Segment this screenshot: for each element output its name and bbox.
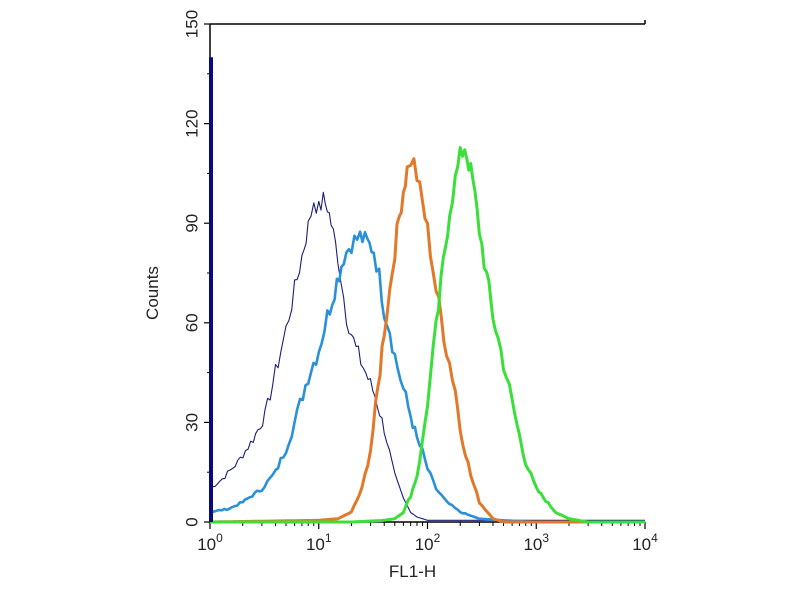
plot-area — [209, 20, 646, 523]
x-tick-exponent: 2 — [434, 531, 441, 545]
x-tick-base: 10 — [197, 535, 216, 554]
x-tick-label: 102 — [415, 531, 441, 554]
y-tick-label: 60 — [183, 313, 202, 332]
x-tick-base: 10 — [306, 535, 325, 554]
y-tick-label: 120 — [183, 109, 202, 137]
y-tick-label: 0 — [183, 517, 202, 526]
series-layer — [209, 57, 645, 524]
x-tick-exponent: 0 — [216, 531, 223, 545]
series-line-4 — [210, 146, 645, 524]
series-line-2 — [209, 230, 645, 524]
x-axis-title: FL1-H — [389, 562, 436, 581]
y-axis-title: Counts — [143, 266, 162, 320]
x-tick-base: 10 — [523, 535, 542, 554]
x-tick-base: 10 — [415, 535, 434, 554]
y-tick-label: 30 — [183, 413, 202, 432]
x-tick-exponent: 3 — [542, 531, 549, 545]
x-tick-label: 103 — [523, 531, 549, 554]
x-tick-base: 10 — [632, 535, 651, 554]
x-tick-label: 104 — [632, 531, 658, 554]
y-tick-label: 90 — [183, 214, 202, 233]
y-ticks: 0 30 60 90 120 150 — [183, 10, 210, 527]
x-tick-exponent: 4 — [651, 531, 658, 545]
x-tick-label: 100 — [197, 531, 223, 554]
x-tick-label: 101 — [306, 531, 332, 554]
y-tick-label: 150 — [183, 10, 202, 38]
x-ticks: 100 101 102 103 104 — [197, 522, 658, 554]
x-tick-exponent: 1 — [325, 531, 332, 545]
